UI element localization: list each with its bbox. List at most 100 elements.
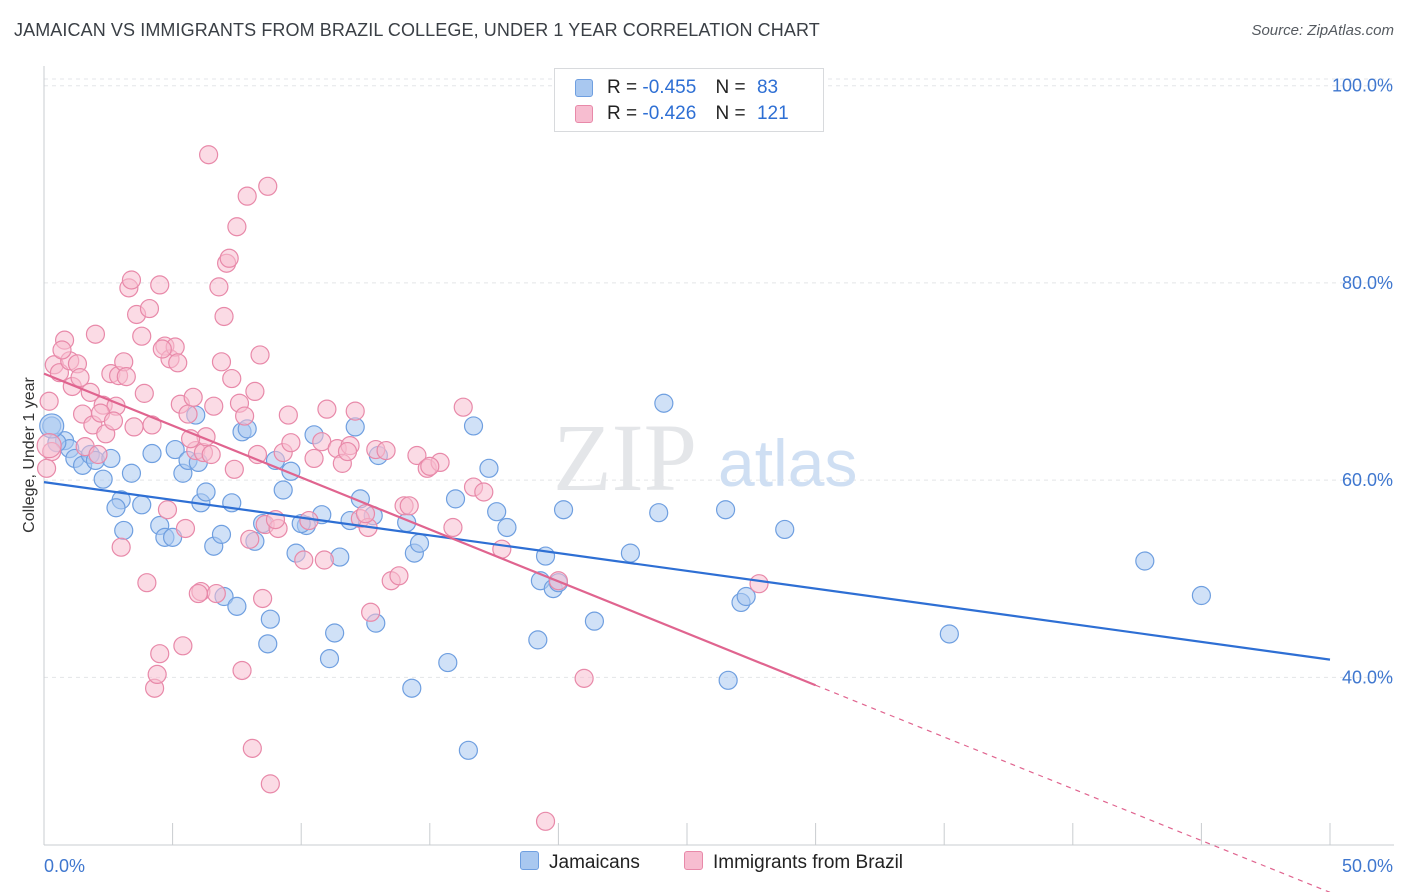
jamaican-point <box>445 489 466 509</box>
jamaican-point <box>132 495 152 515</box>
brazil-point <box>157 500 178 520</box>
brazil-point <box>152 339 172 359</box>
jamaican-point <box>196 482 216 502</box>
jamaican-point <box>1191 585 1212 606</box>
jamaican-point <box>1135 551 1155 571</box>
y-tick-label: 80.0% <box>1342 273 1393 293</box>
watermark: ZIP atlas <box>553 404 857 511</box>
brazil-point <box>361 602 381 622</box>
brazil-point <box>111 537 131 557</box>
brazil-point <box>134 383 154 403</box>
brazil-point <box>188 583 208 604</box>
jamaican-point <box>106 498 126 518</box>
jamaican-point <box>649 503 669 523</box>
trend-lines <box>43 372 1331 892</box>
bottom-legend-label: Jamaicans <box>549 852 640 873</box>
jamaican-point <box>939 624 959 644</box>
brazil-point <box>278 405 298 425</box>
tick-labels: 40.0% 60.0% 80.0% 100.0% 0.0% 50.0% <box>44 76 1393 876</box>
brazil-point <box>214 306 234 327</box>
brazil-point <box>294 550 314 570</box>
y-tick-label: 40.0% <box>1342 667 1393 687</box>
jamaican-point <box>775 519 795 540</box>
legend-r-label: R = <box>607 77 638 98</box>
brazil-point <box>150 275 170 295</box>
brazil-point <box>474 482 494 502</box>
brazil-point <box>137 573 157 593</box>
brazil-point <box>250 345 270 365</box>
brazil-point <box>749 574 769 594</box>
brazil-point <box>314 550 334 570</box>
y-tick-label: 100.0% <box>1332 76 1393 96</box>
brazil-point <box>199 145 219 165</box>
jamaican-point <box>93 469 113 489</box>
trend-line-brazil-extrapolated <box>815 684 1331 892</box>
jamaican-point <box>487 502 507 522</box>
series-brazil-points <box>36 145 769 831</box>
axes <box>43 66 1394 846</box>
brazil-point <box>178 404 198 424</box>
jamaican-point <box>736 586 756 607</box>
jamaican-point <box>114 520 134 541</box>
brazil-point <box>201 444 221 465</box>
jamaican-point <box>258 634 278 654</box>
jamaican-point <box>528 630 548 650</box>
bottom-legend-label: Immigrants from Brazil <box>713 852 904 873</box>
brazil-point <box>224 459 244 479</box>
gridlines <box>44 78 1394 678</box>
brazil-point <box>142 415 162 435</box>
brazil-point <box>235 406 255 426</box>
brazil-point <box>124 417 144 437</box>
jamaican-point <box>121 463 142 483</box>
brazil-point <box>116 367 136 387</box>
jamaican-point <box>319 649 340 669</box>
brazil-point <box>52 340 72 360</box>
brazil-point <box>139 298 160 319</box>
jamaican-point <box>402 678 422 698</box>
bottom-legend-swatch-brazil <box>684 851 703 871</box>
legend-r-label: R = <box>607 103 638 124</box>
brazil-point <box>175 518 196 539</box>
brazil-point <box>337 441 358 462</box>
brazil-point <box>183 387 203 407</box>
jamaican-point <box>260 609 280 629</box>
brazil-point <box>389 566 409 586</box>
brazil-point <box>168 353 188 373</box>
source-credit: Source: ZipAtlas.com <box>1251 22 1394 39</box>
brazil-point <box>173 636 193 656</box>
brazil-point <box>36 458 57 478</box>
brazil-point <box>70 368 90 388</box>
jamaican-point <box>654 393 674 413</box>
x-tick-label-max: 50.0% <box>1342 856 1393 876</box>
jamaican-point <box>620 543 641 563</box>
legend-n-label: N = <box>715 77 746 98</box>
brazil-point <box>227 217 247 237</box>
bottom-legend-swatch-jamaicans <box>520 851 539 871</box>
y-axis-label: College, Under 1 year <box>21 377 38 533</box>
brazil-point <box>443 517 463 538</box>
brazil-point <box>211 352 232 372</box>
brazil-point <box>407 445 427 466</box>
brazil-point <box>147 664 167 685</box>
jamaican-point <box>227 596 247 616</box>
brazil-point <box>355 504 376 524</box>
jamaican-point <box>273 480 293 500</box>
watermark-atlas: atlas <box>718 426 857 500</box>
brazil-point <box>39 391 59 411</box>
brazil-point <box>420 456 440 476</box>
bottom-legend-jamaicans[interactable]: Jamaicans <box>520 851 640 874</box>
jamaican-point <box>715 500 736 520</box>
legend-r-value: -0.426 <box>642 103 697 124</box>
brazil-point <box>219 248 239 268</box>
brazil-point <box>574 668 594 688</box>
jamaican-point <box>458 740 478 760</box>
brazil-point <box>376 440 396 461</box>
bottom-legend-brazil[interactable]: Immigrants from Brazil <box>684 851 904 874</box>
jamaican-point <box>497 517 517 538</box>
jamaican-point <box>553 500 574 520</box>
brazil-point <box>399 496 419 516</box>
jamaican-point <box>463 416 484 436</box>
brazil-point <box>240 529 260 549</box>
brazil-point <box>281 433 301 453</box>
brazil-point <box>232 660 252 681</box>
